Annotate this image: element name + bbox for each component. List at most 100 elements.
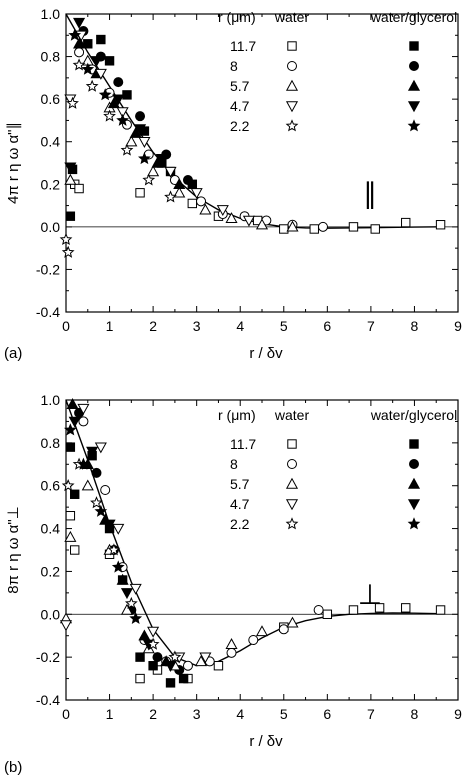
data-point bbox=[94, 504, 108, 517]
series-0 bbox=[70, 179, 446, 234]
data-point bbox=[86, 446, 99, 458]
data-point bbox=[111, 560, 125, 573]
data-point bbox=[129, 611, 143, 624]
series-9 bbox=[63, 423, 143, 624]
data-point bbox=[73, 17, 86, 29]
x-tick-label: 4 bbox=[236, 318, 244, 334]
data-point bbox=[199, 652, 212, 664]
legend-marker-glycerol bbox=[409, 459, 419, 469]
data-point bbox=[194, 655, 208, 667]
data-point bbox=[61, 245, 75, 258]
data-point bbox=[279, 224, 289, 234]
panel-a: 0 1 2 3 4 5 6 7 8 9 -0.4 -0.2 0.0 0.2 0.4 0.6 0.8 1.0 r / … bbox=[4, 6, 462, 362]
legend-r-value: 5.7 bbox=[230, 78, 250, 94]
data-point bbox=[65, 511, 76, 521]
series-0 bbox=[65, 511, 446, 684]
y-tick-label: 0.2 bbox=[41, 176, 61, 192]
data-point bbox=[116, 113, 129, 126]
panel-b: 0 1 2 3 4 5 6 7 8 9 -0.4 -0.2 0.0 0.2 0.4 0.6 0.8 1.0 r / … bbox=[4, 392, 462, 776]
data-point bbox=[322, 609, 333, 619]
series-9 bbox=[68, 28, 151, 165]
data-point bbox=[77, 457, 90, 470]
data-point bbox=[116, 107, 129, 119]
legend-marker-water bbox=[285, 119, 299, 132]
data-point bbox=[348, 605, 359, 615]
data-point bbox=[173, 186, 186, 198]
x-tick-label: 1 bbox=[106, 318, 114, 334]
data-point bbox=[70, 489, 80, 499]
legend-marker-water bbox=[287, 439, 297, 449]
data-point bbox=[313, 605, 324, 615]
data-point bbox=[64, 173, 77, 185]
data-point bbox=[164, 661, 177, 672]
data-point bbox=[125, 135, 138, 147]
data-point bbox=[74, 47, 85, 58]
data-point bbox=[226, 647, 237, 658]
data-point bbox=[91, 467, 102, 478]
data-point bbox=[147, 165, 160, 177]
data-point bbox=[94, 68, 107, 80]
data-point bbox=[104, 56, 115, 66]
data-point bbox=[152, 652, 163, 663]
y-axis-label: 8π r η ω α"⊥ bbox=[5, 506, 22, 593]
data-point bbox=[77, 403, 90, 415]
data-point bbox=[196, 196, 207, 207]
legend-marker-water bbox=[287, 41, 297, 51]
y-tick-label: -0.2 bbox=[36, 649, 60, 665]
data-point bbox=[199, 203, 212, 215]
legend-r-value: 4.7 bbox=[230, 98, 250, 114]
data-point bbox=[138, 629, 151, 641]
y-tick-label: 0.0 bbox=[41, 219, 61, 235]
data-point bbox=[164, 166, 177, 178]
data-point bbox=[148, 661, 158, 671]
x-tick-label: 1 bbox=[106, 706, 114, 722]
series-2 bbox=[74, 47, 328, 232]
data-point bbox=[133, 124, 147, 136]
data-point bbox=[73, 37, 86, 49]
legend-r-value: 2.2 bbox=[230, 516, 250, 532]
y-tick-label: 0.6 bbox=[41, 91, 61, 107]
y-tick-label: 0.2 bbox=[41, 563, 61, 579]
series-3 bbox=[78, 26, 193, 186]
x-tick-label: 9 bbox=[454, 318, 462, 334]
data-point bbox=[435, 605, 446, 615]
data-point bbox=[401, 217, 411, 228]
legend-marker-glycerol bbox=[407, 517, 421, 530]
x-tick-label: 8 bbox=[411, 318, 419, 334]
data-point bbox=[66, 398, 79, 409]
legend-marker-glycerol bbox=[409, 61, 419, 71]
data-point bbox=[103, 109, 116, 122]
legend-header-r: r (μm) bbox=[218, 407, 256, 423]
series-2 bbox=[78, 416, 324, 671]
y-tick-label: 0.0 bbox=[41, 606, 61, 622]
y-tick-label: 0.8 bbox=[41, 435, 61, 451]
legend: r (μm) water water/glycerol 11.7 8 5.7 4.7 2.2 bbox=[218, 9, 457, 134]
data-point bbox=[94, 442, 107, 454]
series-6 bbox=[64, 30, 255, 227]
data-point bbox=[401, 603, 411, 613]
data-point bbox=[248, 635, 259, 645]
data-point bbox=[317, 221, 328, 232]
data-point bbox=[81, 479, 94, 491]
data-point bbox=[146, 637, 160, 650]
data-point bbox=[151, 156, 164, 168]
legend-marker-glycerol bbox=[409, 439, 419, 449]
legend-r-value: 11.7 bbox=[230, 436, 256, 452]
data-point bbox=[61, 479, 75, 492]
legend-r-value: 8 bbox=[230, 58, 238, 74]
y-tick-label: 1.0 bbox=[41, 6, 61, 22]
x-tick-label: 6 bbox=[323, 318, 331, 334]
data-point bbox=[90, 56, 103, 68]
data-point bbox=[112, 94, 125, 106]
series-7 bbox=[64, 17, 168, 174]
x-tick-label: 3 bbox=[193, 318, 201, 334]
data-point bbox=[286, 616, 299, 628]
data-point bbox=[107, 97, 120, 109]
y-tick-label: -0.4 bbox=[36, 692, 60, 708]
y-tick-label: -0.4 bbox=[36, 304, 60, 320]
legend-marker-water bbox=[287, 459, 297, 469]
data-point bbox=[96, 34, 106, 45]
legend-header-glycerol: water/glycerol bbox=[370, 9, 457, 25]
y-tick-label: 1.0 bbox=[41, 392, 61, 408]
